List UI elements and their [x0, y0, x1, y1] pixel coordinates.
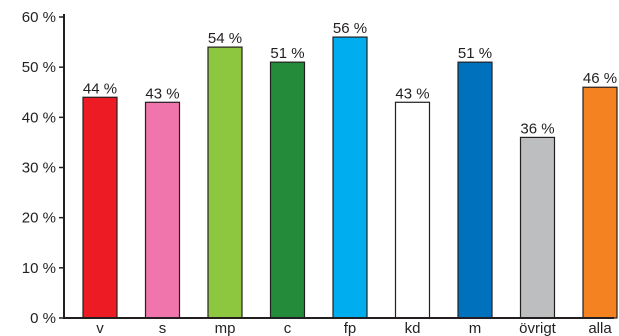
y-tick-label: 40 % — [22, 109, 56, 126]
data-labels: 44 % 43 % 54 % 51 % 56 % 43 % 51 % 36 % 46 % — [83, 20, 617, 137]
y-tick-label: 10 % — [22, 260, 56, 277]
x-tick-label-övrigt: övrigt — [519, 320, 557, 336]
bar-mp — [207, 46, 243, 319]
bar-alla — [582, 86, 618, 319]
data-label-kd: 43 % — [395, 85, 429, 102]
y-tick-label: 0 % — [30, 310, 56, 327]
y-tick-label: 20 % — [22, 210, 56, 227]
y-tick-label: 30 % — [22, 160, 56, 177]
bar-övrigt — [519, 136, 556, 319]
category-labels: v s mp c fp kd m övrigt alla — [96, 320, 612, 336]
x-tick-label-m: m — [469, 320, 482, 336]
x-tick-label-c: c — [284, 320, 292, 336]
data-label-mp: 54 % — [208, 30, 242, 47]
data-label-fp: 56 % — [333, 20, 367, 37]
x-tick-label-alla: alla — [588, 320, 612, 336]
bar-m — [457, 61, 493, 319]
x-tick-label-mp: mp — [215, 320, 236, 336]
y-axis-ticks: 0 % 10 % 20 % 30 % 40 % 50 % 60 % — [22, 9, 64, 327]
bar-c — [269, 61, 306, 319]
data-label-c: 51 % — [270, 45, 304, 62]
data-label-övrigt: 36 % — [520, 120, 554, 137]
x-tick-label-s: s — [159, 320, 167, 336]
bar-kd — [394, 101, 431, 319]
bar-fp — [332, 36, 368, 319]
y-tick-label: 60 % — [22, 9, 56, 26]
y-tick-label: 50 % — [22, 59, 56, 76]
data-label-v: 44 % — [83, 80, 117, 97]
data-label-alla: 46 % — [583, 70, 617, 87]
bar-s — [144, 101, 181, 319]
bars — [82, 36, 618, 319]
data-label-m: 51 % — [458, 45, 492, 62]
bar-v — [82, 96, 118, 319]
x-tick-label-fp: fp — [344, 320, 357, 336]
x-tick-label-v: v — [96, 320, 104, 336]
x-tick-label-kd: kd — [405, 320, 421, 336]
data-label-s: 43 % — [145, 85, 179, 102]
